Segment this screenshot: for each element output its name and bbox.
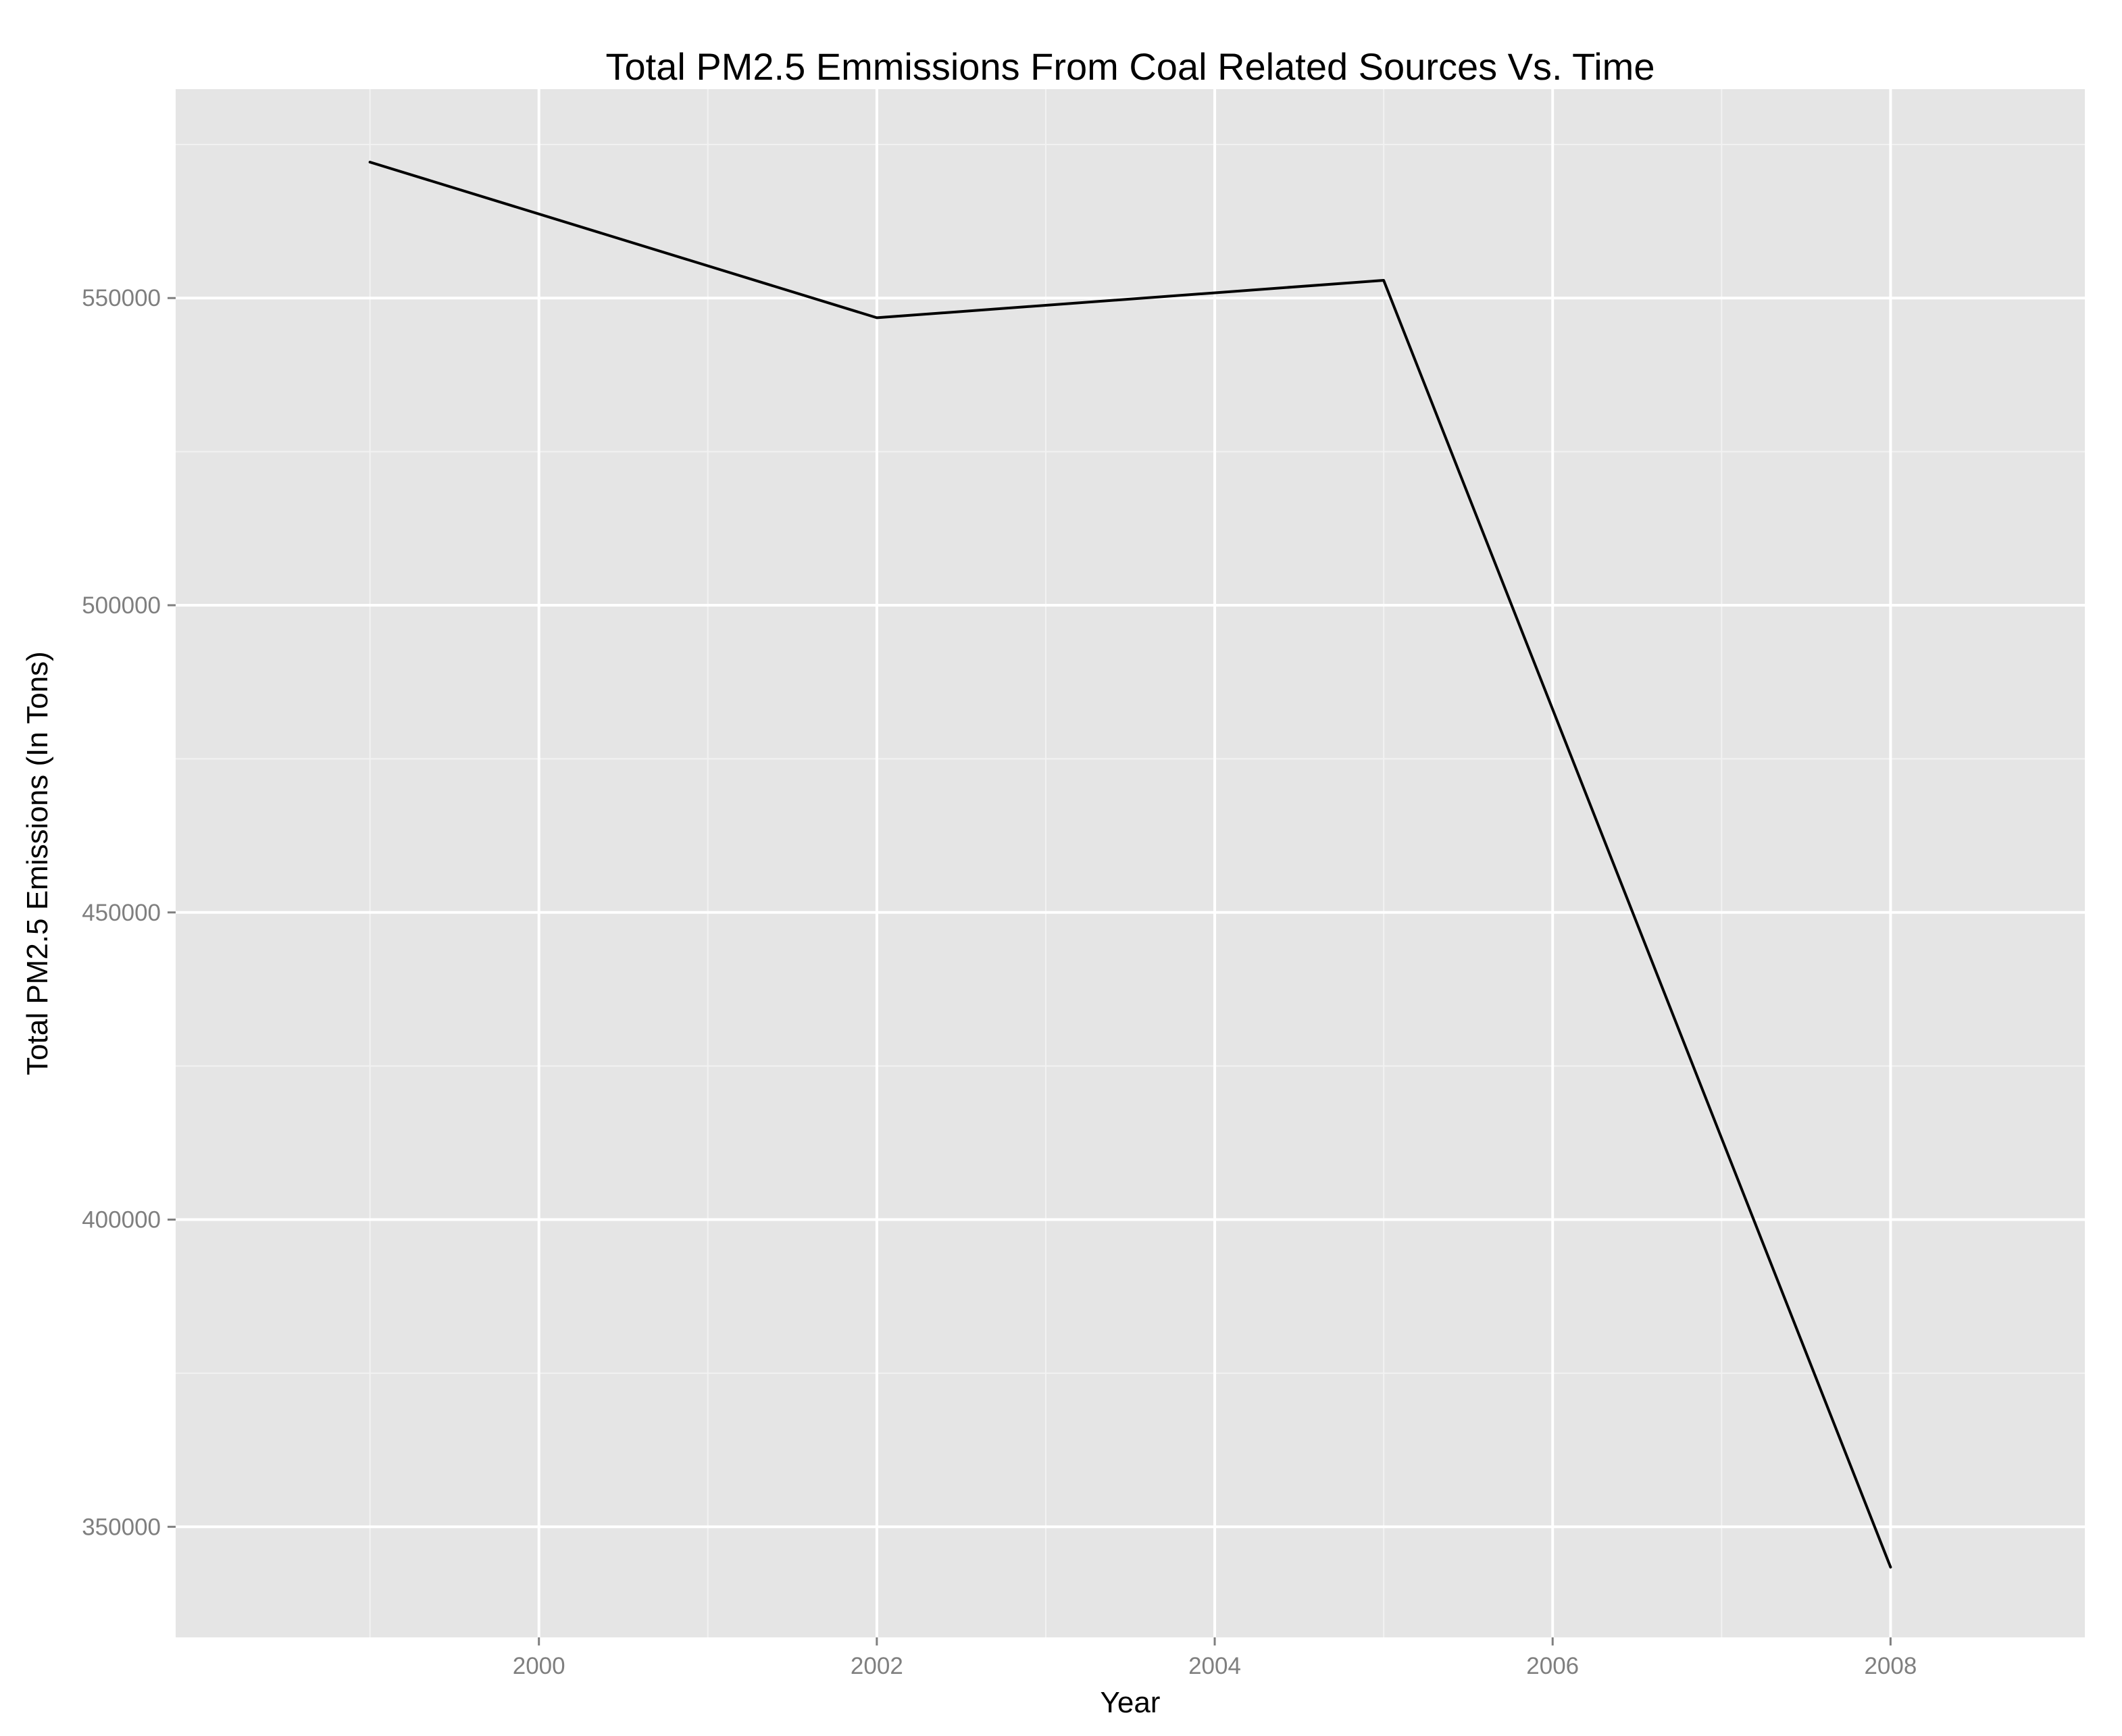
minor-gridlines (176, 89, 2085, 1637)
x-tick-label: 2002 (851, 1653, 903, 1679)
major-gridlines (176, 89, 2085, 1637)
x-tick-label: 2008 (1864, 1653, 1917, 1679)
series-layer (368, 161, 1892, 1568)
x-axis-title: Year (1101, 1686, 1161, 1719)
y-axis-title: Total PM2.5 Emissions (In Tons) (21, 651, 54, 1075)
x-tick-label: 2004 (1188, 1653, 1241, 1679)
x-tick-label: 2000 (513, 1653, 565, 1679)
x-tick-label: 2006 (1526, 1653, 1579, 1679)
y-tick-label: 400000 (82, 1207, 161, 1233)
y-tick-label: 450000 (82, 900, 161, 926)
y-tick-label: 350000 (82, 1514, 161, 1540)
y-tick-label: 500000 (82, 592, 161, 619)
x-axis-ticks: 2000 2002 2004 2006 2008 (513, 1637, 1917, 1679)
y-axis-ticks: 350000 400000 450000 500000 550000 (82, 285, 176, 1540)
chart-title: Total PM2.5 Emmissions From Coal Related… (606, 45, 1655, 88)
plot-panel (176, 89, 2085, 1637)
series-line (368, 161, 1892, 1568)
y-tick-label: 550000 (82, 285, 161, 311)
